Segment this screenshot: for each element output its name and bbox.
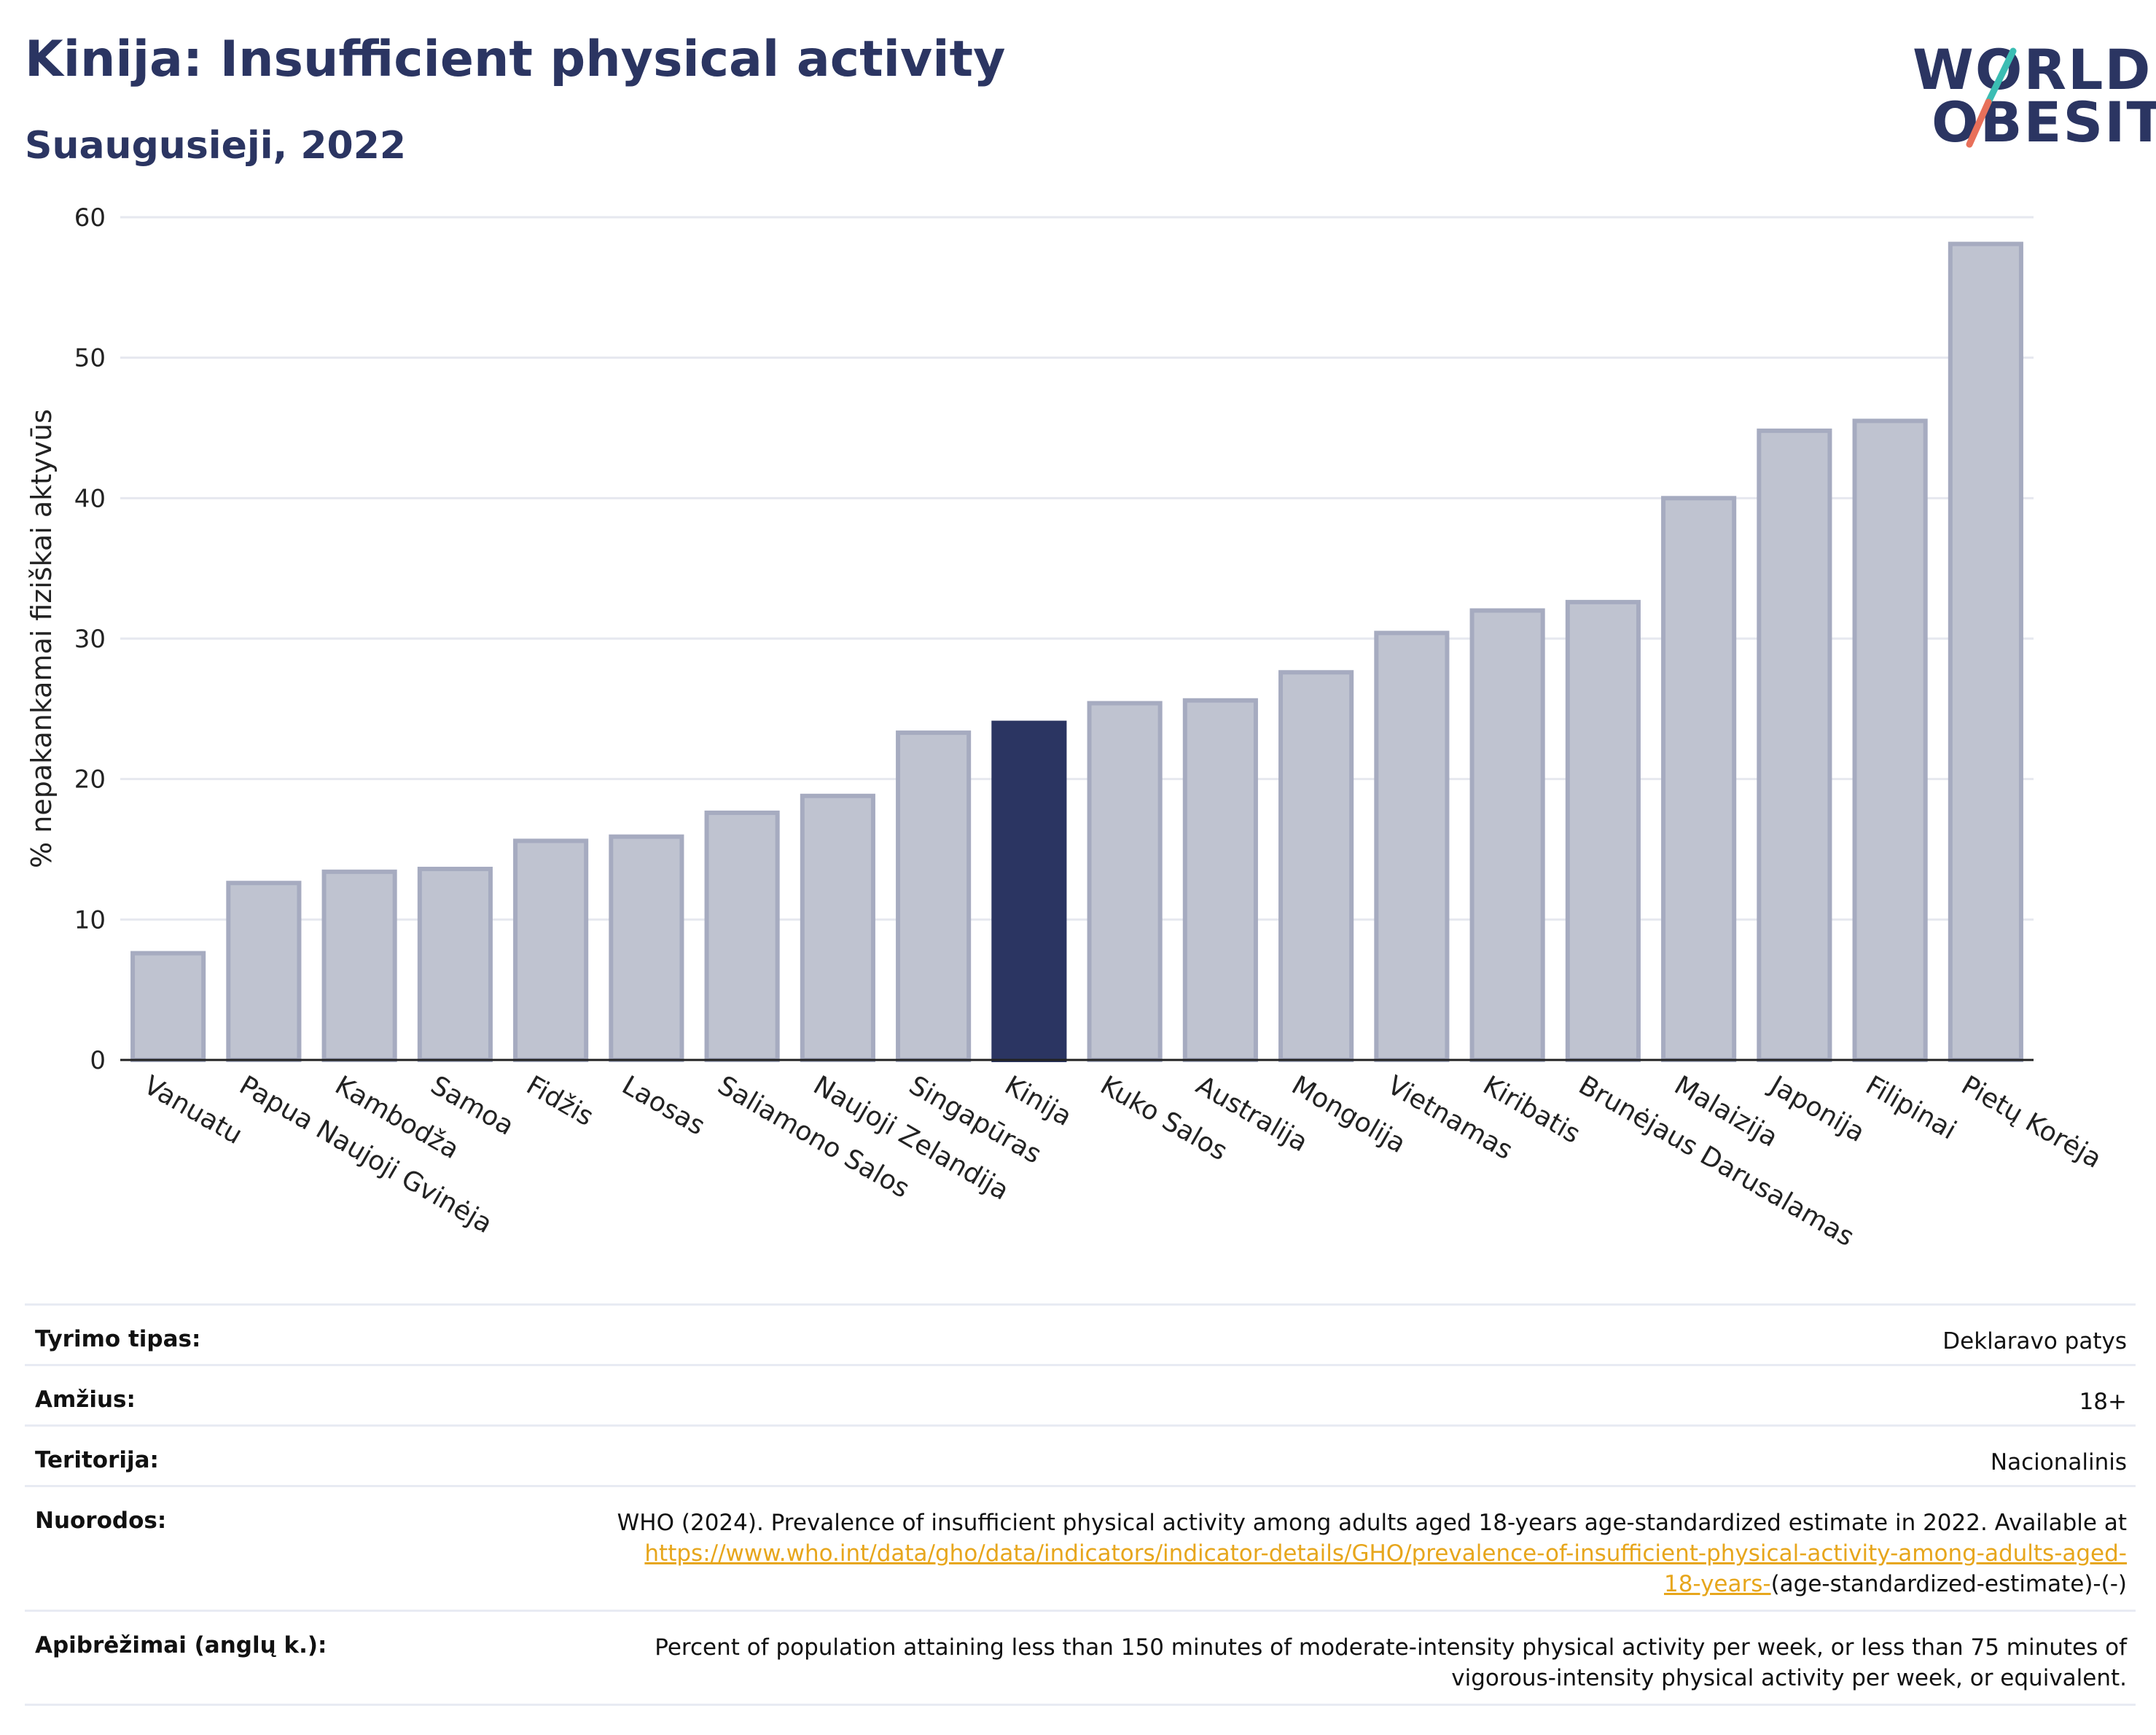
bar: [1087, 701, 1163, 1062]
definitions-line-2: vigorous-intensity physical activity per…: [1451, 1665, 2127, 1691]
bar: [1852, 418, 1928, 1063]
y-tick-label: 10: [74, 905, 106, 935]
bar: [1182, 698, 1258, 1062]
bar-chart: 0 10 20 30 40 50 60 % nepakankamai fiziškai akt…: [26, 203, 2106, 1252]
bar: [417, 866, 493, 1062]
info-label-age: Amžius:: [35, 1387, 136, 1413]
references-link-tail: (age-standardized-estimate)-(-): [1770, 1571, 2127, 1597]
bar: [1374, 631, 1450, 1062]
bar: [800, 793, 875, 1063]
world-obesity-logo: WORLD OBESITY: [1902, 29, 2156, 153]
bar: [1469, 608, 1545, 1062]
references-link-part-1[interactable]: https://www.who.int/data/gho/data/indica…: [644, 1540, 2127, 1567]
x-tick-label: Filipinai: [1861, 1070, 1961, 1145]
bar: [130, 951, 206, 1063]
info-row-references: Nuorodos: WHO (2024). Prevalence of insu…: [25, 1485, 2136, 1610]
bar: [1661, 496, 1737, 1063]
info-value-survey-type: Deklaravo patys: [1942, 1328, 2127, 1354]
info-row: Tyrimo tipas: Deklaravo patys: [25, 1303, 2136, 1364]
page-subtitle: Suaugusieji, 2022: [25, 124, 407, 168]
info-label-territory: Teritorija:: [35, 1447, 159, 1473]
bar: [1565, 599, 1641, 1062]
y-tick-label: 50: [74, 344, 106, 373]
bar: [1278, 670, 1354, 1062]
info-label-survey-type: Tyrimo tipas:: [35, 1326, 201, 1352]
info-label-references: Nuorodos:: [35, 1508, 167, 1534]
definitions-line-1: Percent of population attaining less tha…: [655, 1634, 2127, 1661]
info-row-definitions: Apibrėžimai (anglų k.): Percent of popul…: [25, 1610, 2136, 1706]
y-tick-label: 30: [74, 625, 106, 654]
info-value-definitions: Percent of population attaining less tha…: [655, 1632, 2127, 1693]
info-value-territory: Nacionalinis: [1990, 1449, 2127, 1475]
y-tick-label: 20: [74, 765, 106, 795]
references-link-part-2[interactable]: 18-years-: [1663, 1571, 1771, 1597]
bar: [321, 869, 397, 1062]
x-tick-label: Pietų Korėja: [1956, 1070, 2106, 1174]
logo-slash-icon: [1966, 47, 2017, 148]
references-text: WHO (2024). Prevalence of insufficient p…: [617, 1510, 2127, 1536]
bar: [704, 810, 780, 1062]
x-tick-label: Fidžis: [521, 1070, 598, 1132]
bar: [1757, 428, 1832, 1062]
bar: [896, 730, 972, 1062]
y-tick-label: 0: [90, 1046, 106, 1075]
info-value-references: WHO (2024). Prevalence of insufficient p…: [617, 1508, 2127, 1599]
x-tick-label: Vanuatu: [138, 1070, 247, 1150]
bar: [513, 838, 589, 1062]
bar: [226, 881, 302, 1062]
info-table: Tyrimo tipas: Deklaravo patys Amžius: 18…: [25, 1303, 2136, 1706]
info-value-age: 18+: [2079, 1389, 2127, 1415]
y-tick-label: 40: [74, 484, 106, 513]
x-tick-label: Laosas: [617, 1070, 710, 1141]
bar: [1948, 241, 2023, 1062]
x-tick-label: Japonija: [1764, 1069, 1870, 1148]
logo-line-1: WORLD: [1913, 37, 2152, 102]
bar: [991, 720, 1067, 1062]
info-row: Teritorija: Nacionalinis: [25, 1424, 2136, 1485]
page-title: Kinija: Insufficient physical activity: [25, 31, 1006, 88]
info-row: Amžius: 18+: [25, 1364, 2136, 1424]
info-label-definitions: Apibrėžimai (anglų k.):: [35, 1632, 327, 1658]
bar: [609, 834, 684, 1062]
y-axis-label: % nepakankamai fiziškai aktyvūs: [26, 409, 58, 868]
y-tick-label: 60: [74, 203, 106, 233]
